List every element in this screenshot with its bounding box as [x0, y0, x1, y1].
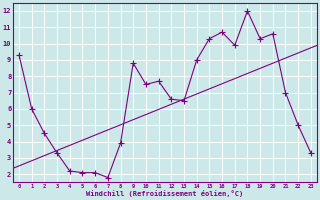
X-axis label: Windchill (Refroidissement éolien,°C): Windchill (Refroidissement éolien,°C)	[86, 190, 244, 197]
